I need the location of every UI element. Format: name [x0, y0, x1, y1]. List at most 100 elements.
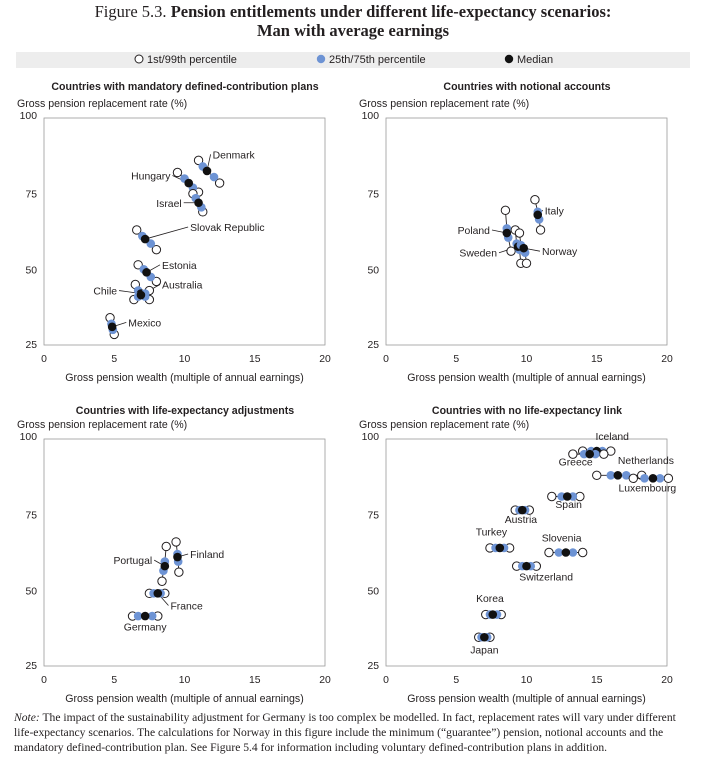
percentile-25-75-point	[640, 474, 649, 483]
country-label: Estonia	[162, 261, 197, 272]
figure-note: Note: The impact of the sustainability a…	[14, 710, 694, 755]
percentile-1-99-point	[214, 178, 225, 188]
median-point	[107, 322, 117, 332]
percentile-1-99-point	[544, 547, 554, 558]
country-label: Hungary	[131, 172, 171, 183]
series-finland	[171, 537, 184, 577]
country-label: Greece	[559, 458, 593, 469]
percentile-1-99-point	[157, 576, 167, 586]
chart-panel-3: Countries with life-expectancy adjustmen…	[17, 405, 331, 705]
plot-frame	[43, 117, 326, 346]
median-point	[142, 268, 151, 277]
series-greece	[568, 449, 609, 459]
median-point	[502, 228, 512, 238]
percentile-1-99-point	[663, 473, 674, 484]
y-axis-label: Gross pension replacement rate (%)	[359, 98, 529, 110]
chart-title: Countries with notional accounts	[443, 81, 610, 93]
median-point	[517, 505, 527, 515]
legend-label: Median	[517, 54, 554, 66]
percentile-1-99-point	[592, 470, 602, 481]
median-point	[480, 632, 489, 642]
country-label: Norway	[542, 247, 578, 258]
y-tick-label: 25	[25, 340, 37, 351]
x-tick-label: 20	[661, 675, 673, 686]
median-point	[519, 243, 528, 253]
country-label: Poland	[458, 226, 491, 237]
chart-panel-4: Countries with no life-expectancy link Gr…	[359, 405, 676, 705]
percentile-1-99-point	[161, 541, 171, 552]
y-tick-label: 25	[25, 661, 37, 672]
country-label: Portugal	[113, 556, 152, 567]
median-point	[533, 210, 543, 220]
series-slovak-republic	[132, 225, 162, 255]
percentile-1-99-point	[193, 155, 204, 166]
plot-frame	[385, 117, 668, 346]
x-tick-label: 20	[661, 354, 673, 365]
chart-title: Countries with life-expectancy adjustmen…	[76, 405, 295, 417]
figure-title-line1: Figure 5.3. Pension entitlements under d…	[0, 2, 706, 22]
median-point	[613, 471, 623, 480]
percentile-1-99-point	[514, 228, 525, 238]
median-point	[184, 178, 194, 188]
x-tick-label: 10	[179, 354, 191, 365]
open-circle-icon	[134, 54, 144, 64]
blue-circle-icon	[316, 54, 326, 64]
y-axis-label: Gross pension replacement rate (%)	[17, 98, 187, 110]
y-tick-label: 75	[367, 511, 379, 522]
x-tick-label: 0	[41, 675, 47, 686]
plot-frame	[43, 438, 326, 667]
figure-label: Figure 5.3.	[94, 2, 167, 21]
figure-title-line2: Man with average earnings	[256, 21, 450, 40]
x-tick-label: 5	[453, 354, 459, 365]
plot-frame	[385, 438, 668, 667]
series-korea	[481, 609, 506, 620]
y-tick-label: 100	[362, 111, 380, 122]
legend-label: 25th/75th percentile	[329, 54, 426, 66]
legend-item-percentile-1-99: 1st/99th percentile	[134, 52, 237, 68]
y-tick-label: 100	[20, 432, 38, 443]
series-france	[144, 588, 170, 599]
country-label: Chile	[93, 287, 117, 298]
chart-panel-2: Countries with notional accounts Gross pe…	[359, 81, 673, 384]
country-label: Iceland	[595, 432, 629, 443]
y-tick-label: 50	[25, 265, 37, 276]
percentile-1-99-point	[506, 246, 516, 256]
country-label: Denmark	[213, 150, 256, 161]
label-leader-line	[145, 226, 189, 240]
x-axis-label: Gross pension wealth (multiple of annual…	[407, 693, 646, 705]
median-point	[140, 611, 150, 621]
note-text: The impact of the sustainability adjustm…	[14, 711, 676, 754]
country-label: Netherlands	[618, 456, 674, 467]
percentile-1-99-point	[628, 473, 638, 484]
median-point	[488, 610, 498, 619]
median-point	[136, 290, 146, 300]
percentile-25-75-point	[621, 471, 631, 480]
percentile-1-99-point	[578, 547, 588, 558]
percentile-25-75-point	[606, 471, 616, 480]
x-tick-label: 20	[319, 354, 331, 365]
series-germany	[127, 611, 163, 621]
median-point	[648, 474, 658, 483]
median-point	[585, 449, 595, 459]
x-axis-label: Gross pension wealth (multiple of annual…	[65, 693, 304, 705]
legend-item-median: Median	[504, 52, 553, 68]
chart-title: Countries with mandatory defined-contrib…	[51, 81, 318, 93]
y-tick-label: 75	[25, 190, 37, 201]
x-tick-label: 15	[591, 675, 603, 686]
x-tick-label: 15	[249, 675, 261, 686]
median-point	[202, 166, 212, 176]
country-label: Luxembourg	[618, 483, 676, 494]
series-slovenia	[544, 547, 588, 558]
series-spain	[547, 491, 585, 502]
percentile-25-75-point	[655, 474, 665, 483]
series-turkey	[485, 543, 515, 553]
x-tick-label: 5	[453, 675, 459, 686]
country-label: Switzerland	[519, 573, 573, 584]
median-point	[153, 589, 163, 598]
country-label: Slovenia	[542, 533, 582, 544]
legend-label: 1st/99th percentile	[147, 54, 237, 66]
country-label: Germany	[124, 623, 168, 634]
percentile-1-99-point	[568, 449, 578, 459]
median-point	[561, 548, 571, 557]
